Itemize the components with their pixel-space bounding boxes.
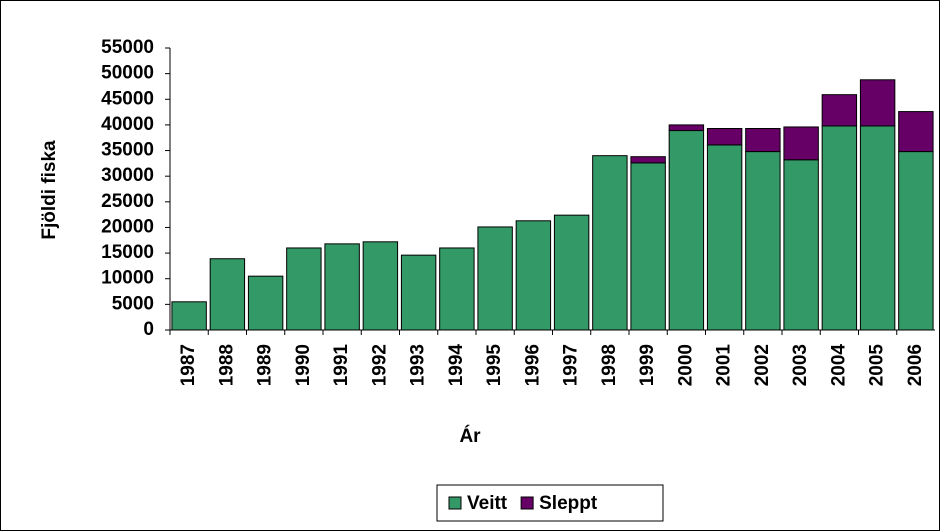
- legend-box: [436, 484, 664, 522]
- y-tick-label: 50000: [101, 63, 154, 84]
- y-tick-label: 15000: [101, 242, 154, 263]
- x-tick-label: 1996: [522, 344, 543, 386]
- bar-segment: [745, 127, 781, 153]
- y-tick-label: 0: [143, 319, 154, 340]
- bar-segment: [706, 127, 743, 146]
- bar-segment: [668, 130, 705, 331]
- x-tick-label: 2002: [752, 344, 773, 386]
- bar-segment: [439, 247, 475, 331]
- x-tick-label: 1994: [446, 344, 467, 387]
- bar-segment: [630, 162, 666, 331]
- x-tick-label: 1988: [216, 344, 237, 386]
- bar-segment: [553, 214, 590, 331]
- x-tick-label: 1991: [331, 344, 352, 387]
- y-tick-label: 20000: [101, 216, 154, 237]
- x-tick-label: 2000: [675, 344, 696, 386]
- bar-segment: [362, 241, 399, 331]
- legend-swatch: [520, 496, 534, 510]
- bar-segment: [286, 247, 322, 331]
- bar-segment: [783, 126, 819, 161]
- bar-segment: [630, 156, 666, 164]
- x-tick-label: 1997: [561, 344, 582, 386]
- y-tick-label: 10000: [101, 268, 154, 289]
- x-tick-label: 1987: [178, 344, 199, 386]
- y-tick-label: 30000: [101, 165, 154, 186]
- bar-segment: [898, 111, 934, 153]
- y-axis-title: Fjöldi fiska: [39, 140, 60, 240]
- y-tick-label: 55000: [101, 37, 154, 58]
- bar-segment: [898, 151, 934, 331]
- y-tick-label: 45000: [101, 88, 154, 109]
- x-tick-label: 1995: [484, 344, 505, 387]
- y-tick-label: 35000: [101, 140, 154, 161]
- x-tick-label: 1993: [408, 344, 429, 386]
- bar-segment: [324, 243, 360, 331]
- x-tick-label: 1998: [599, 344, 620, 386]
- bar-segment: [592, 155, 628, 331]
- bar-segment: [247, 275, 284, 331]
- bar-segment: [477, 226, 513, 331]
- bar-segment: [515, 220, 552, 331]
- bar-segment: [783, 159, 819, 331]
- x-tick-label: 1999: [637, 344, 658, 386]
- bar-segment: [668, 124, 705, 132]
- y-tick-label: 5000: [112, 293, 154, 314]
- bar-segment: [821, 94, 858, 127]
- x-tick-label: 1992: [369, 344, 390, 386]
- bar-segment: [400, 254, 437, 331]
- y-tick-label: 40000: [101, 114, 154, 135]
- bar-segment: [821, 125, 858, 331]
- bar-segment: [859, 79, 896, 127]
- x-tick-label: 2001: [714, 344, 735, 387]
- bar-segment: [745, 151, 781, 331]
- bar-segment: [706, 144, 743, 331]
- bar-segment: [859, 125, 896, 331]
- x-tick-label: 1990: [293, 344, 314, 386]
- x-tick-label: 2005: [867, 344, 888, 387]
- legend-swatch: [448, 496, 462, 510]
- legend-label: Sleppt: [539, 493, 598, 514]
- x-tick-label: 2003: [790, 344, 811, 386]
- bar-segment: [171, 301, 207, 331]
- x-tick-label: 2004: [828, 344, 849, 387]
- x-axis-title: Ár: [459, 425, 481, 447]
- x-tick-label: 1989: [255, 344, 276, 386]
- x-tick-label: 2006: [905, 344, 926, 386]
- bar-segment: [209, 258, 246, 331]
- y-tick-label: 25000: [101, 191, 154, 212]
- legend-label: Veitt: [467, 493, 508, 514]
